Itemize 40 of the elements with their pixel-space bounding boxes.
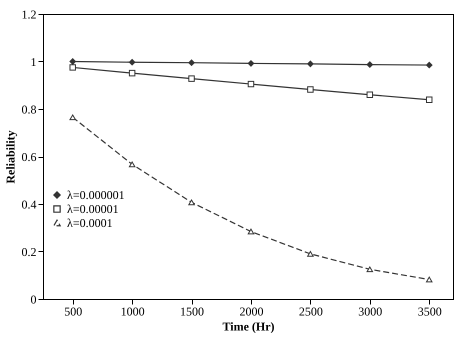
point: [426, 96, 432, 103]
x-tick-label: 1500: [180, 304, 204, 318]
point: [188, 199, 195, 206]
x-tick-label: 500: [64, 304, 82, 318]
point: [128, 161, 136, 168]
x-tick-label: 1000: [120, 304, 145, 318]
point: [188, 59, 195, 66]
legend-label: λ=0.0001: [67, 216, 113, 230]
x-tick-label: 2500: [298, 304, 323, 318]
point: [69, 58, 76, 65]
y-tick-label: 0.6: [22, 150, 36, 164]
point: [307, 60, 314, 68]
point: [128, 58, 136, 66]
point: [366, 61, 374, 68]
x-tick-label: 2000: [239, 304, 264, 318]
y-tick-label: 0.8: [22, 102, 36, 116]
point: [188, 75, 195, 82]
point: [248, 80, 254, 88]
point: [426, 276, 432, 282]
y-axis-title: Reliability: [4, 130, 18, 184]
legend-label: λ=0.00001: [67, 202, 119, 216]
y-tick-label: 1: [30, 55, 36, 69]
legend-label: λ=0.000001: [67, 188, 125, 202]
point: [248, 60, 254, 67]
y-tick-label: 1.2: [22, 8, 36, 22]
point: [426, 62, 432, 68]
y-tick-label: 0.4: [22, 198, 36, 212]
point: [128, 70, 136, 76]
y-tick-label: 0: [30, 292, 36, 306]
point: [307, 86, 314, 93]
point: [248, 228, 254, 234]
x-tick-label: 3000: [358, 304, 382, 318]
point: [366, 266, 374, 272]
point: [69, 64, 76, 71]
y-tick-label: 0.2: [22, 245, 36, 259]
point: [366, 92, 374, 98]
point: [307, 251, 314, 257]
point: [69, 114, 76, 120]
x-axis-title: Time (Hr): [222, 320, 275, 334]
x-tick-label: 3500: [418, 304, 442, 318]
